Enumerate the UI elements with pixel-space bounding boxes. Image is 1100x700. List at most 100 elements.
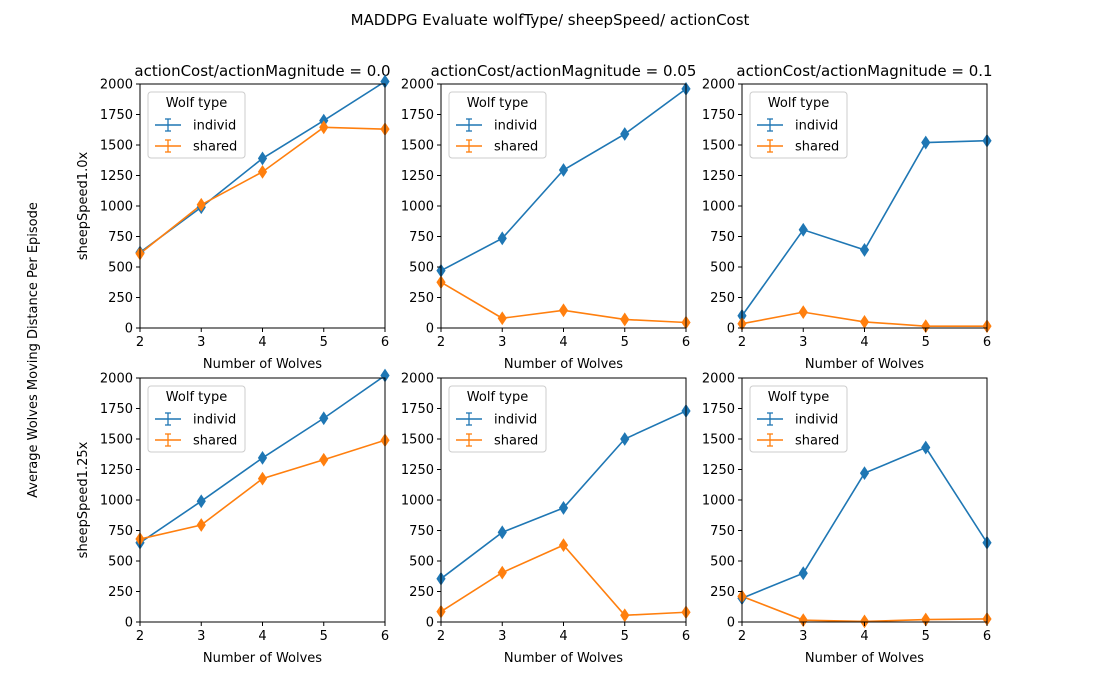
data-point-individ	[558, 501, 569, 515]
data-point-shared	[497, 311, 507, 326]
legend-title: Wolf type	[768, 390, 829, 405]
legend-box	[147, 91, 246, 159]
data-point-individ	[798, 222, 808, 237]
series-line-individ	[742, 139, 987, 317]
data-point-shared	[558, 303, 569, 318]
legend-box	[448, 385, 547, 453]
x-axis-label: Number of Wolves	[805, 651, 924, 666]
legend-label-individ: individ	[494, 413, 537, 428]
x-tick-label: 3	[498, 629, 506, 644]
data-point-shared	[859, 314, 870, 329]
x-tick-label: 5	[621, 335, 629, 350]
y-tick-label: 1500	[702, 433, 735, 448]
legend-label-shared: shared	[795, 434, 839, 449]
figure-title: MADDPG Evaluate wolfType/ sheepSpeed/ ac…	[351, 11, 750, 29]
legend-label-individ: individ	[193, 119, 236, 134]
legend-label-shared: shared	[795, 140, 839, 155]
y-tick-label: 1000	[702, 200, 735, 215]
legend-title: Wolf type	[166, 390, 227, 405]
data-point-individ	[620, 432, 630, 446]
legend: Wolf type individ shared	[749, 91, 848, 159]
data-point-individ	[798, 566, 808, 581]
legend-label-shared: shared	[494, 434, 538, 449]
x-tick-label: 2	[437, 335, 445, 350]
series-markers	[135, 368, 390, 550]
x-axis-label: Number of Wolves	[504, 357, 623, 372]
x-tick-label: 5	[320, 335, 328, 350]
x-axis-label: Number of Wolves	[203, 651, 322, 666]
y-tick-label: 1500	[702, 139, 735, 154]
legend: Wolf type individ shared	[147, 91, 246, 159]
y-tick-label: 1500	[401, 433, 434, 448]
data-point-individ	[558, 163, 569, 177]
data-point-shared	[558, 538, 569, 553]
y-tick-label: 2000	[702, 372, 735, 387]
legend-label-individ: individ	[795, 119, 838, 134]
data-point-individ	[319, 411, 329, 426]
series-markers	[737, 133, 992, 334]
x-tick-label: 3	[498, 335, 506, 350]
legend-label-shared: shared	[494, 140, 538, 155]
data-point-individ	[620, 127, 630, 141]
legend: Wolf type individ shared	[749, 385, 848, 453]
series-lines	[742, 139, 987, 327]
y-tick-label: 250	[409, 585, 434, 600]
subplot-2: actionCost/actionMagnitude = 0.05 0 250 500…	[401, 62, 696, 372]
data-point-shared	[196, 518, 206, 532]
x-axis-label: Number of Wolves	[203, 357, 322, 372]
subplot-6: 0 250 500 750 1000 1250 1500 1750 2000 2 3 4 5 6 Numbe…	[702, 372, 992, 666]
y-tick-label: 1750	[401, 402, 434, 417]
y-tick-label: 0	[125, 322, 133, 337]
y-tick-label: 500	[710, 261, 735, 276]
data-point-shared	[319, 120, 329, 135]
x-tick-label: 3	[799, 335, 807, 350]
data-point-shared	[319, 452, 329, 467]
y-tick-label: 0	[426, 322, 434, 337]
x-tick-label: 6	[682, 335, 690, 350]
x-tick-label: 3	[197, 629, 205, 644]
x-tick-label: 2	[437, 629, 445, 644]
y-tick-label: 1000	[401, 494, 434, 509]
data-point-shared	[196, 197, 206, 212]
x-tick-label: 6	[983, 629, 991, 644]
y-tick-label: 500	[108, 261, 133, 276]
legend-box	[749, 91, 848, 159]
y-tick-label: 500	[409, 555, 434, 570]
data-point-shared	[620, 608, 630, 623]
y-tick-label: 1500	[100, 433, 133, 448]
y-tick-label: 1500	[401, 139, 434, 154]
data-point-individ	[921, 135, 931, 150]
legend-title: Wolf type	[768, 96, 829, 111]
y-tick-label: 0	[727, 322, 735, 337]
legend-box	[147, 385, 246, 453]
legend-box	[749, 385, 848, 453]
x-tick-label: 4	[258, 335, 266, 350]
x-tick-label: 4	[559, 335, 567, 350]
y-axis-label: sheepSpeed1.0x	[76, 152, 91, 261]
y-tick-label: 1750	[401, 108, 434, 123]
y-tick-label: 1750	[100, 402, 133, 417]
legend-label-individ: individ	[795, 413, 838, 428]
x-tick-label: 2	[136, 629, 144, 644]
x-tick-label: 6	[381, 335, 389, 350]
y-tick-label: 0	[727, 616, 735, 631]
legend: Wolf type individ shared	[147, 385, 246, 453]
y-tick-label: 750	[710, 230, 735, 245]
y-tick-label: 1000	[100, 494, 133, 509]
subplot-title: actionCost/actionMagnitude = 0.1	[736, 62, 992, 80]
y-tick-label: 2000	[702, 78, 735, 93]
legend: Wolf type individ shared	[448, 385, 547, 453]
y-tick-label: 1250	[100, 463, 133, 478]
y-tick-label: 750	[710, 524, 735, 539]
data-point-individ	[859, 243, 870, 257]
legend-box	[448, 91, 547, 159]
data-point-individ	[921, 440, 931, 455]
y-tick-label: 1250	[702, 463, 735, 478]
data-point-shared	[257, 164, 268, 179]
legend-title: Wolf type	[166, 96, 227, 111]
data-point-shared	[798, 613, 808, 628]
y-tick-label: 1250	[100, 169, 133, 184]
y-tick-label: 0	[125, 616, 133, 631]
x-tick-label: 2	[136, 335, 144, 350]
y-tick-label: 1000	[702, 494, 735, 509]
